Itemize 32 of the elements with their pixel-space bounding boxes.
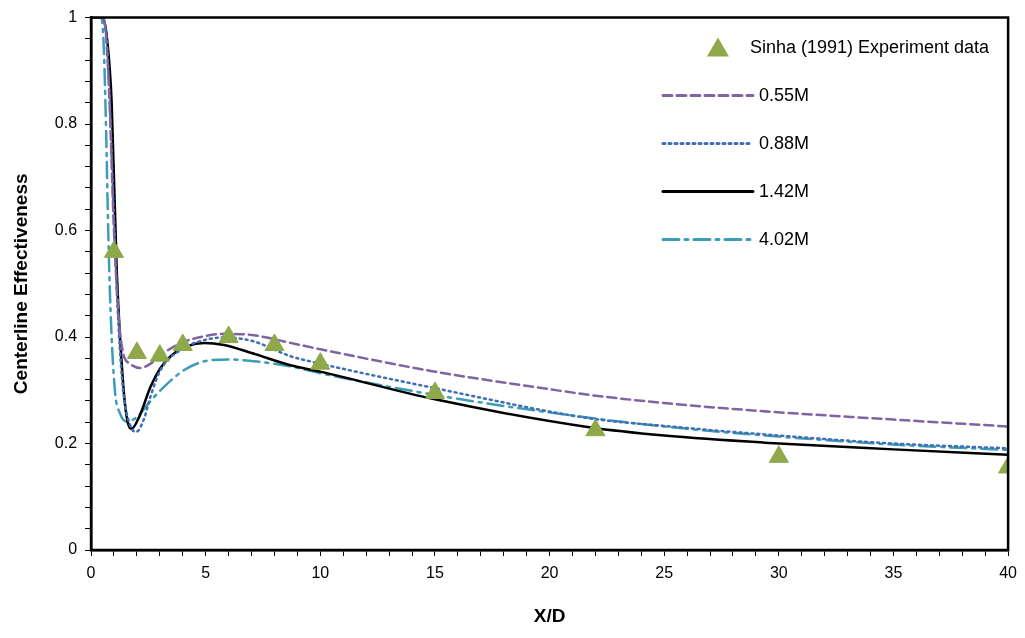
x-tick-label: 20 [540,564,559,582]
x-tick-label: 5 [201,564,211,582]
legend-label: Sinha (1991) Experiment data [749,36,991,57]
y-tick-label: 0.2 [54,433,78,451]
legend-label: 1.42M [758,180,809,201]
point [424,381,445,399]
x-axis-title: X/D [533,604,566,626]
point [126,341,147,360]
y-axis-title: Centerline Effectiveness [9,173,31,395]
point [768,445,789,463]
y-tick-label: 0.6 [54,220,78,238]
y-tick-label: 0.4 [54,327,78,345]
point [264,333,285,352]
y-tick-label: 0.8 [54,114,78,132]
legend-label: 0.88M [758,132,809,153]
point [103,240,124,258]
legend-label: 4.02M [758,228,809,249]
point [585,418,606,437]
x-tick-label: 25 [655,564,674,582]
y-tick-label: 1 [68,8,78,26]
point [149,344,170,362]
x-tick-label: 15 [426,564,444,582]
legend-label: 0.55M [758,84,809,105]
y-tick-label: 0 [68,540,78,558]
x-tick-label: 30 [769,564,788,582]
x-tick-label: 0 [86,564,96,582]
point [310,352,331,370]
point [218,325,239,344]
point [172,333,193,352]
x-tick-label: 40 [999,564,1018,582]
x-tick-label: 35 [884,564,903,582]
x-tick-label: 10 [311,564,330,582]
